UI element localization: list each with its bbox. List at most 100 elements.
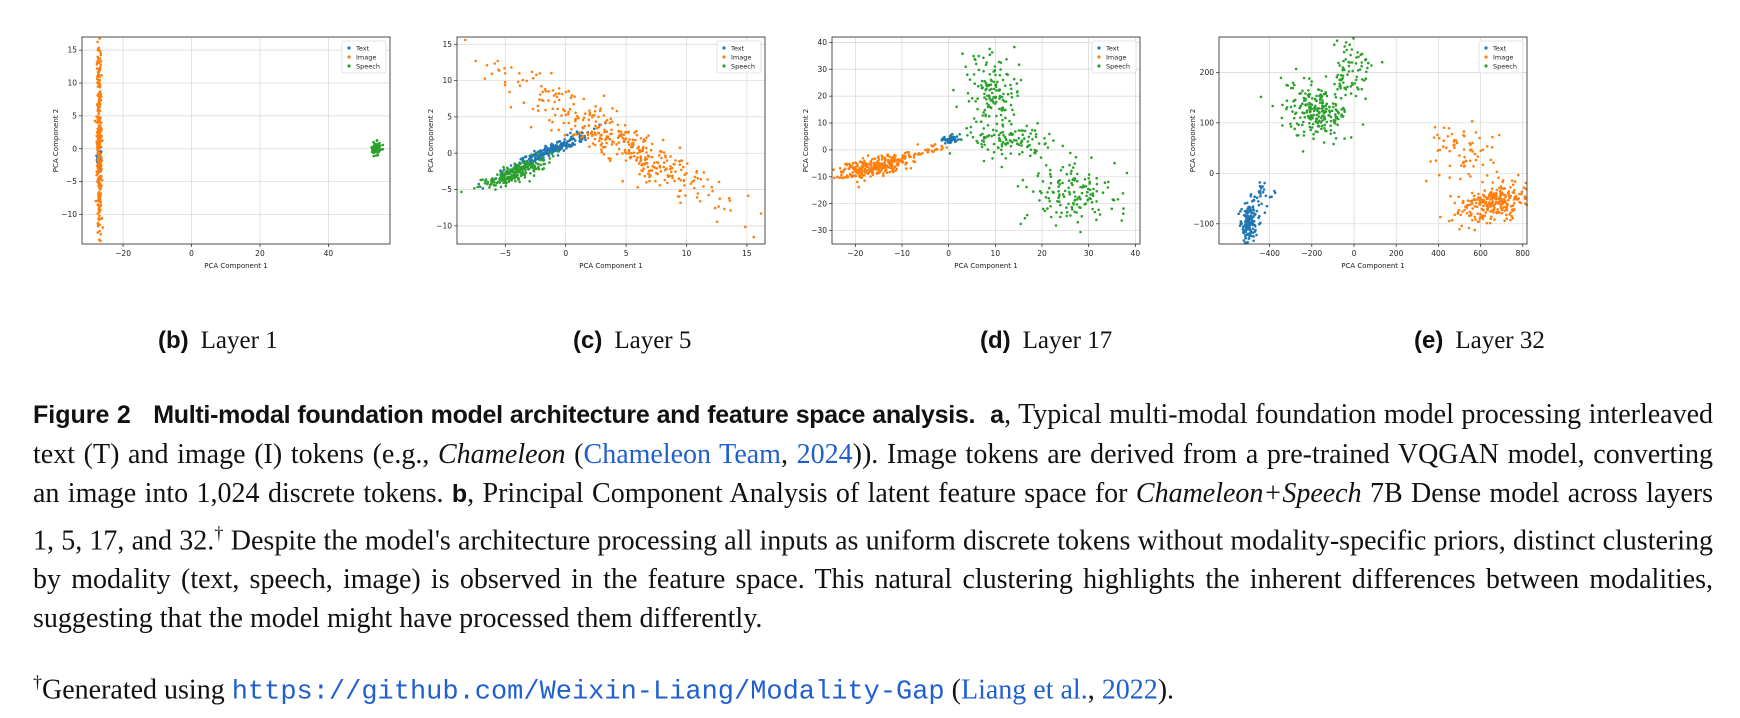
data-point: [1465, 212, 1469, 215]
data-point: [96, 40, 99, 44]
data-point: [1332, 105, 1335, 109]
data-point: [1270, 195, 1273, 198]
data-point: [611, 107, 614, 110]
data-point: [1113, 161, 1116, 165]
data-point: [1067, 179, 1071, 182]
data-point: [1244, 241, 1247, 244]
x-tick-label: 0: [563, 249, 568, 258]
series-speech: [370, 139, 385, 158]
data-point: [871, 157, 874, 161]
data-point: [604, 120, 607, 124]
data-point: [968, 78, 972, 81]
citation-link[interactable]: Liang et al.: [960, 674, 1088, 706]
data-point: [1301, 150, 1305, 153]
data-point: [569, 96, 573, 100]
x-tick-label: 10: [682, 249, 692, 258]
data-point: [597, 131, 601, 135]
data-point: [1301, 102, 1304, 105]
data-point: [695, 171, 698, 174]
legend-marker: [1484, 55, 1488, 59]
data-point: [608, 121, 612, 125]
data-point: [1459, 164, 1463, 167]
data-point: [1048, 132, 1051, 136]
data-point: [551, 89, 555, 92]
data-point: [871, 173, 875, 177]
data-point: [1321, 101, 1325, 104]
data-point: [1483, 200, 1487, 204]
x-tick-label: 30: [1084, 249, 1094, 258]
data-point: [702, 185, 705, 188]
data-point: [1370, 64, 1373, 67]
data-point: [1258, 181, 1262, 184]
data-point: [1491, 200, 1495, 203]
data-point: [641, 169, 644, 172]
data-point: [1252, 239, 1255, 243]
data-point: [1003, 84, 1007, 87]
data-point: [907, 153, 911, 157]
data-point: [976, 84, 980, 88]
data-point: [539, 158, 542, 162]
y-tick-label: 0: [447, 149, 452, 158]
data-point: [859, 171, 863, 174]
x-tick-label: −20: [847, 249, 863, 258]
data-point: [1499, 185, 1503, 188]
data-point: [866, 154, 870, 157]
data-point: [567, 112, 570, 116]
data-point: [953, 140, 957, 144]
data-point: [586, 133, 590, 137]
citation-year-link[interactable]: 2024: [796, 439, 853, 470]
data-point: [980, 145, 984, 149]
data-point: [608, 159, 612, 163]
data-point: [987, 104, 990, 107]
data-point: [603, 128, 606, 132]
data-point: [1263, 211, 1267, 214]
data-point: [1462, 148, 1466, 151]
data-point: [1471, 219, 1474, 222]
data-point: [1325, 129, 1328, 133]
data-point: [655, 167, 659, 170]
data-point: [1258, 184, 1262, 188]
data-point: [524, 155, 528, 158]
data-point: [1314, 130, 1318, 133]
data-point: [884, 159, 887, 162]
data-point: [381, 143, 385, 147]
footnote-marker[interactable]: †: [214, 523, 224, 543]
data-point: [570, 128, 573, 131]
data-point: [538, 72, 542, 75]
legend-label: Image: [1493, 54, 1513, 62]
data-point: [1076, 172, 1079, 176]
data-point: [500, 171, 504, 174]
data-point: [1325, 120, 1329, 124]
repository-link[interactable]: https://github.com/Weixin-Liang/Modality…: [231, 677, 945, 708]
data-point: [498, 69, 501, 72]
data-point: [1478, 199, 1482, 202]
data-point: [1360, 64, 1363, 68]
citation-year-link[interactable]: 2022: [1101, 674, 1158, 706]
caption-text: (: [565, 439, 584, 470]
data-point: [588, 145, 591, 148]
data-point: [1090, 156, 1093, 159]
data-point: [985, 98, 988, 101]
citation-link[interactable]: Chameleon Team: [583, 439, 781, 470]
data-point: [1247, 205, 1251, 209]
y-tick-label: 10: [817, 119, 827, 128]
data-point: [542, 162, 545, 166]
data-point: [1493, 203, 1497, 206]
data-point: [882, 172, 885, 175]
data-point: [1260, 202, 1263, 206]
x-axis-label: PCA Component 1: [954, 262, 1017, 270]
data-point: [1448, 164, 1452, 168]
data-point: [707, 193, 710, 197]
data-point: [605, 141, 608, 145]
data-point: [97, 106, 101, 110]
caption-text: )). Image tokens are derived from a pre-…: [33, 439, 1714, 509]
data-point: [1485, 203, 1489, 206]
data-point: [1474, 131, 1478, 134]
data-point: [1341, 68, 1344, 72]
data-point: [1245, 224, 1248, 228]
data-point: [682, 165, 685, 169]
data-point: [1496, 208, 1499, 211]
